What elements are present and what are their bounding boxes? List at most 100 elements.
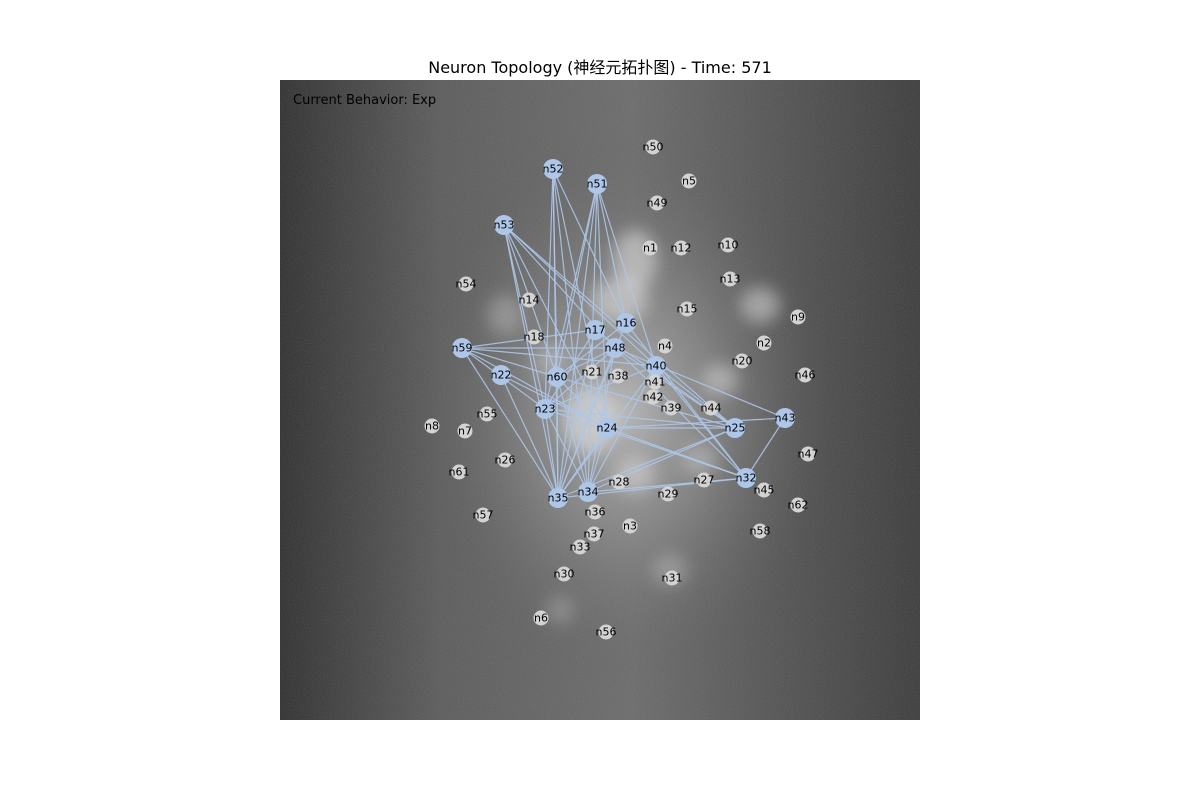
node-label-n12: n12 <box>671 242 692 255</box>
node-marker-n56 <box>598 624 614 640</box>
node-label-n48: n48 <box>605 342 626 355</box>
node-n8: n8 <box>424 418 440 434</box>
node-n28: n28 <box>609 474 630 490</box>
node-label-n28: n28 <box>609 476 630 489</box>
edge-n60-n25 <box>556 376 736 429</box>
node-label-n15: n15 <box>677 303 698 316</box>
edge-n40-n34 <box>587 365 657 493</box>
node-label-n22: n22 <box>491 369 512 382</box>
edge-n40-n25 <box>655 365 736 429</box>
node-n51: n51 <box>587 174 607 194</box>
node-n26: n26 <box>495 452 515 468</box>
topology-plot: n1 n2 n3 n4 n5 n6 n7 n8 n9 n10 n12 n13 n14 n15 n16 n17 n… <box>280 80 920 720</box>
node-label-n39: n39 <box>661 402 682 415</box>
node-n38: n38 <box>608 368 628 384</box>
node-n40: n40 <box>646 356 666 376</box>
node-n10: n10 <box>718 237 739 253</box>
node-label-n18: n18 <box>524 331 545 344</box>
edge-n53-n35 <box>503 224 559 499</box>
node-n34: n34 <box>578 482 598 502</box>
node-n61: n61 <box>449 464 469 480</box>
node-marker-n51 <box>587 174 607 194</box>
node-n18: n18 <box>524 329 545 345</box>
node-label-n56: n56 <box>596 626 617 639</box>
node-marker-n48 <box>605 338 625 358</box>
node-n27: n27 <box>694 472 714 488</box>
node-marker-n9 <box>790 309 806 325</box>
node-marker-n22 <box>491 365 511 385</box>
edge-n23-n35 <box>544 408 559 499</box>
node-n25: n25 <box>725 418 746 438</box>
node-n7: n7 <box>457 423 473 439</box>
node-label-n44: n44 <box>701 402 722 415</box>
node-marker-n25 <box>725 418 745 438</box>
node-label-n2: n2 <box>757 337 771 350</box>
node-label-n13: n13 <box>720 273 741 286</box>
node-n35: n35 <box>548 488 569 508</box>
node-n20: n20 <box>732 353 752 369</box>
node-n14: n14 <box>519 292 540 308</box>
node-label-n10: n10 <box>718 239 739 252</box>
edge-n24-n34 <box>587 427 608 493</box>
node-marker-n21 <box>584 364 600 380</box>
node-marker-n62 <box>790 497 806 513</box>
node-n62: n62 <box>788 497 809 513</box>
node-marker-n42 <box>645 389 661 405</box>
node-marker-n36 <box>587 504 603 520</box>
node-marker-n31 <box>664 570 680 586</box>
node-n3: n3 <box>622 518 638 534</box>
node-label-n8: n8 <box>425 420 439 433</box>
node-label-n14: n14 <box>519 294 540 307</box>
node-label-n42: n42 <box>643 391 664 404</box>
node-n44: n44 <box>701 400 722 416</box>
node-label-n62: n62 <box>788 499 809 512</box>
edge-n59-n35 <box>461 347 559 499</box>
node-n29: n29 <box>658 486 678 502</box>
node-marker-n52 <box>543 159 563 179</box>
node-n13: n13 <box>720 271 741 287</box>
node-marker-n44 <box>703 400 719 416</box>
edge-n52-n34 <box>552 168 589 493</box>
edge-n59-n40 <box>461 347 657 367</box>
node-label-n37: n37 <box>584 528 605 541</box>
node-marker-n33 <box>572 539 588 555</box>
node-label-n23: n23 <box>535 403 556 416</box>
node-marker-n1 <box>642 240 658 256</box>
edge-n51-n60 <box>556 183 598 378</box>
node-label-n16: n16 <box>616 317 637 330</box>
node-n37: n37 <box>584 526 605 542</box>
edge-n23-n25 <box>544 408 736 429</box>
edge-n17-n35 <box>557 329 596 499</box>
node-label-n35: n35 <box>548 492 569 505</box>
node-marker-n24 <box>597 418 617 438</box>
node-label-n25: n25 <box>725 422 746 435</box>
node-label-n21: n21 <box>582 366 603 379</box>
node-marker-n38 <box>610 368 626 384</box>
edge-n23-n34 <box>544 408 589 493</box>
node-label-n17: n17 <box>585 324 606 337</box>
node-label-n57: n57 <box>473 509 494 522</box>
node-label-n55: n55 <box>477 408 498 421</box>
edge-n59-n24 <box>461 347 608 429</box>
node-marker-n60 <box>547 367 567 387</box>
node-label-n45: n45 <box>754 484 775 497</box>
edge-n60-n35 <box>556 376 559 499</box>
node-label-n9: n9 <box>791 311 805 324</box>
node-marker-n55 <box>479 406 495 422</box>
node-marker-n17 <box>585 320 605 340</box>
node-n22: n22 <box>491 365 512 385</box>
node-marker-n53 <box>494 215 514 235</box>
node-n47: n47 <box>798 446 818 462</box>
node-marker-n8 <box>424 418 440 434</box>
node-label-n60: n60 <box>547 371 568 384</box>
node-n59: n59 <box>452 338 472 358</box>
node-n49: n49 <box>647 195 668 211</box>
node-marker-n54 <box>458 276 474 292</box>
node-layer: n1 n2 n3 n4 n5 n6 n7 n8 n9 n10 n12 n13 n14 n15 n16 n17 n… <box>424 139 818 640</box>
node-n50: n50 <box>643 139 663 155</box>
node-n58: n58 <box>750 523 770 539</box>
node-label-n53: n53 <box>494 219 515 232</box>
node-label-n49: n49 <box>647 197 668 210</box>
node-label-n41: n41 <box>645 376 666 389</box>
edge-n16-n60 <box>556 322 627 378</box>
